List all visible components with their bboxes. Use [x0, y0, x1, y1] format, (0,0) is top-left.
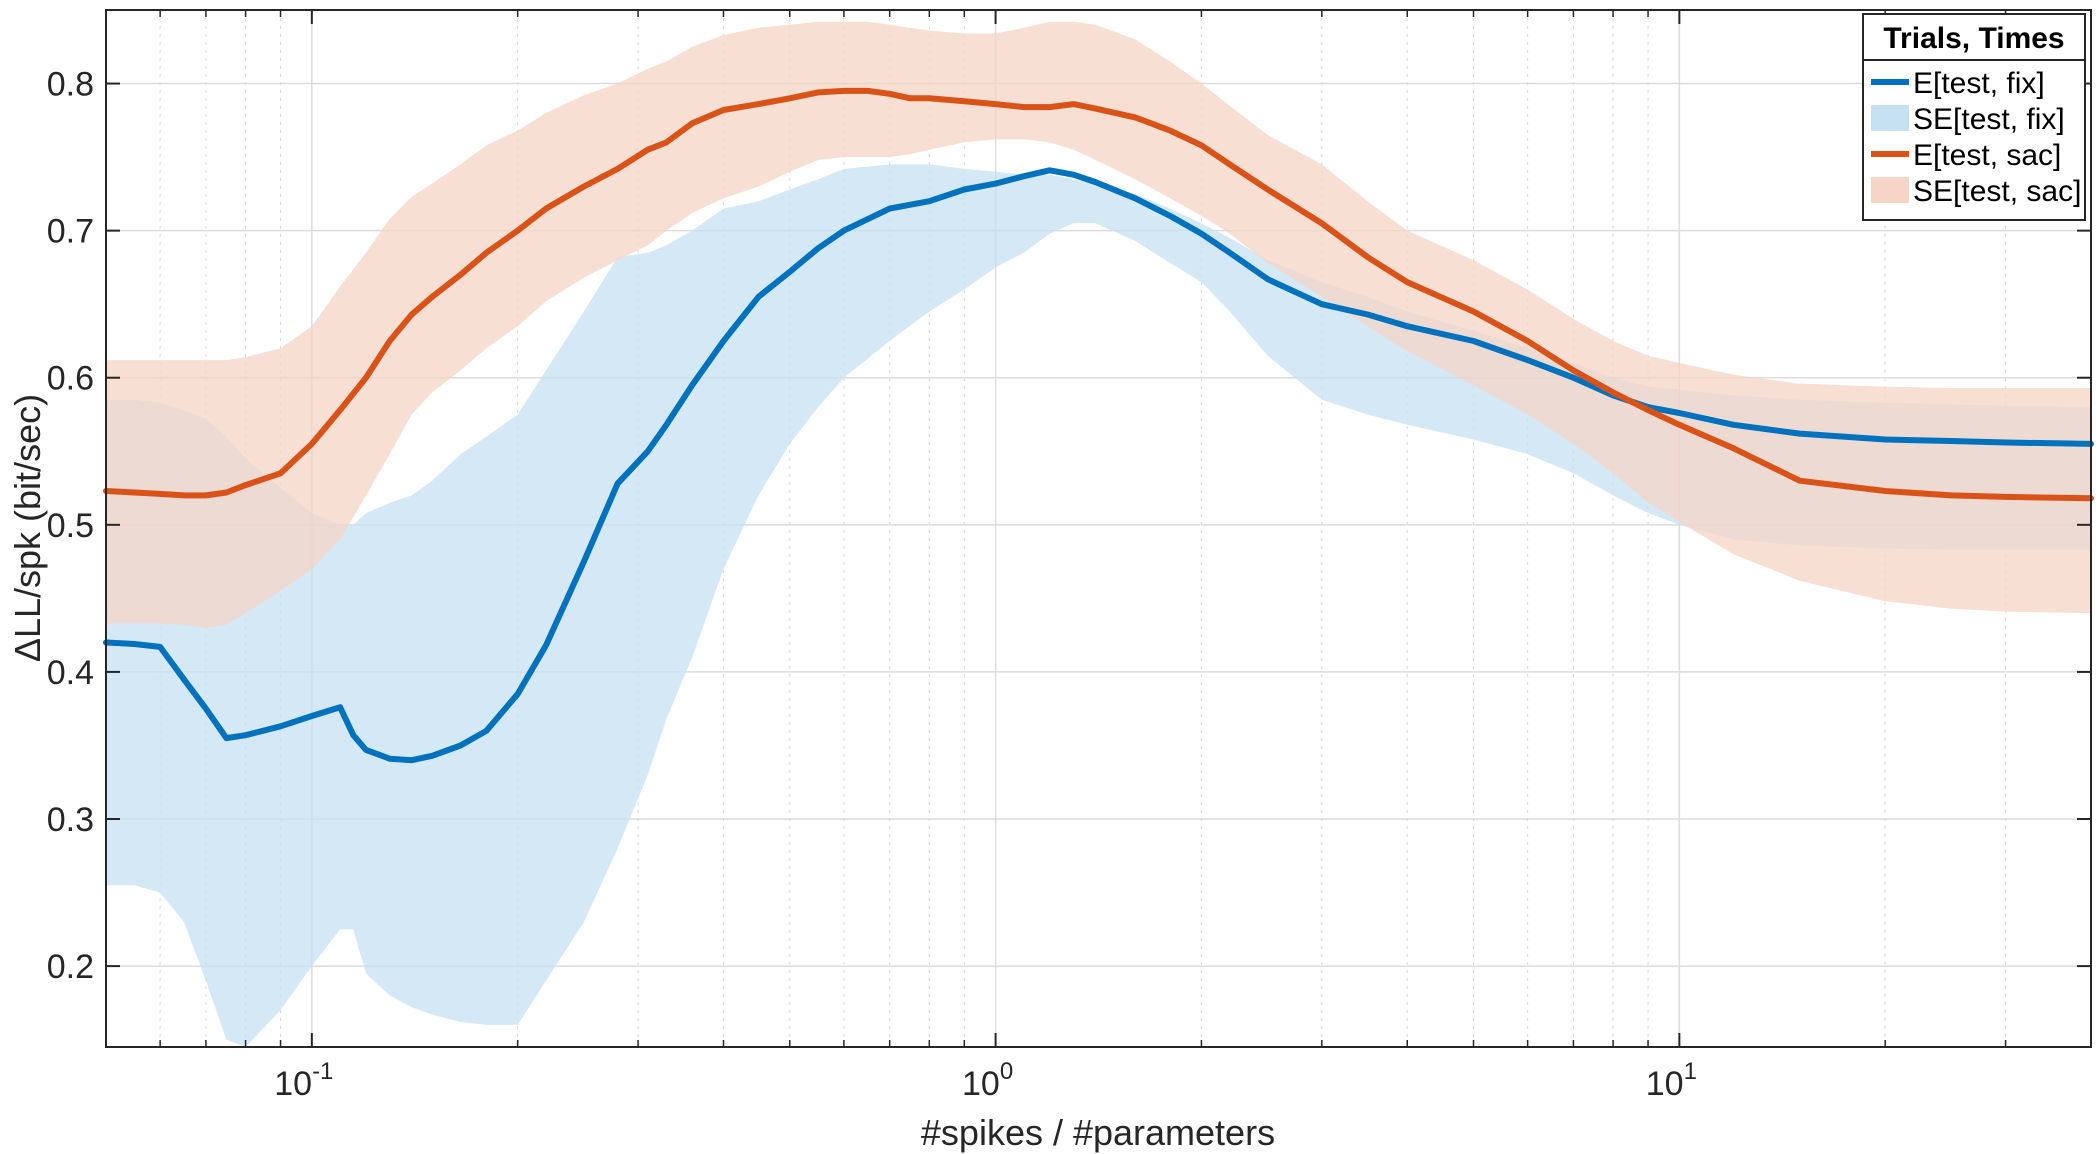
legend-entry-label: SE[test, fix] — [1913, 103, 2065, 136]
legend-entry-label: E[test, fix] — [1913, 67, 2045, 100]
legend-title: Trials, Times — [1883, 22, 2064, 55]
legend: Trials, Times E[test, fix]SE[test, fix]E… — [1862, 13, 2086, 221]
legend-entry-label: SE[test, sac] — [1913, 175, 2081, 208]
x-axis-label: #spikes / #parameters — [921, 1112, 1275, 1153]
y-tick-labels: 0.2 0.3 0.4 0.5 0.6 0.7 0.8 — [47, 66, 94, 987]
y-tick-label: 0.8 — [47, 66, 94, 104]
y-tick-label: 0.6 — [47, 360, 94, 398]
axis-ticks — [106, 10, 2091, 1047]
y-tick-label: 0.7 — [47, 213, 94, 251]
y-tick-label: 0.3 — [47, 801, 94, 839]
series-line-E[test, sac] — [103, 87, 2094, 502]
y-axis-label: ΔLL/spk (bit/sec) — [7, 394, 48, 662]
y-tick-label: 0.5 — [47, 507, 94, 545]
legend-entries: E[test, fix]SE[test, fix]E[test, sac]SE[… — [1871, 67, 2081, 208]
x-tick-label: 101 — [1646, 1058, 1697, 1103]
x-tick-labels: 10-1 100 101 — [274, 1058, 1697, 1103]
band-SE[test, sac] — [106, 21, 2091, 628]
x-tick-label: 100 — [962, 1058, 1013, 1103]
y-tick-label: 0.2 — [47, 948, 94, 986]
y-tick-label: 0.4 — [47, 654, 94, 692]
legend-swatch — [1871, 177, 1909, 203]
series-lines — [103, 87, 2094, 764]
legend-swatch — [1871, 105, 1909, 131]
x-tick-label: 10-1 — [274, 1058, 333, 1103]
series-line-E[test, fix] — [103, 167, 2094, 764]
legend-entry-label: E[test, sac] — [1913, 139, 2061, 172]
plot-frame — [105, 9, 2092, 1048]
